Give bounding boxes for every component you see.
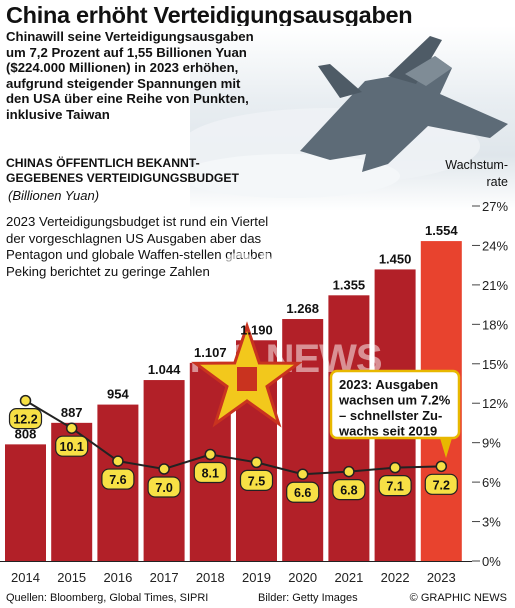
right-axis-tick-label: 9% bbox=[482, 436, 501, 451]
growth-label: 7.1 bbox=[386, 480, 403, 494]
x-tick-label-2016: 2016 bbox=[103, 570, 132, 585]
growth-point bbox=[65, 422, 78, 434]
growth-line bbox=[24, 399, 442, 476]
growth-point bbox=[250, 456, 263, 469]
right-axis-tick-label: 15% bbox=[482, 357, 508, 372]
growth-point bbox=[435, 460, 448, 473]
growth-label: 7.6 bbox=[109, 473, 126, 487]
image-credit: Bilder: Getty Images bbox=[258, 592, 358, 604]
right-axis-tick-label: 24% bbox=[482, 238, 508, 253]
growth-point bbox=[343, 465, 355, 478]
chart-title: Chinas öffentlich bekannt-gegebenes Vert… bbox=[6, 156, 239, 185]
callout-pointer bbox=[440, 438, 452, 458]
x-tick-label-2020: 2020 bbox=[288, 570, 317, 585]
bar-2020 bbox=[282, 319, 324, 561]
bar-value-label: 1.450 bbox=[379, 251, 412, 266]
growth-label-badge bbox=[332, 478, 366, 501]
x-tick-label-2015: 2015 bbox=[57, 570, 86, 585]
star-emblem-center bbox=[237, 367, 257, 391]
fighter-jet-photo bbox=[190, 26, 515, 211]
right-axis-tick-label: 0% bbox=[482, 554, 501, 569]
x-tick-label-2017: 2017 bbox=[150, 570, 179, 585]
bar-value-label: 1.554 bbox=[425, 223, 458, 238]
growth-point bbox=[204, 448, 217, 461]
growth-label: 12.2 bbox=[13, 413, 37, 427]
x-tick-label-2021: 2021 bbox=[334, 570, 363, 585]
x-tick-label-2018: 2018 bbox=[196, 570, 225, 585]
growth-point bbox=[296, 468, 309, 480]
right-axis-title: Wachstum-rate bbox=[445, 158, 508, 189]
growth-label: 6.8 bbox=[340, 484, 357, 498]
x-tick-label-2022: 2022 bbox=[381, 570, 410, 585]
growth-point bbox=[389, 461, 401, 474]
copyright: © GRAPHIC NEWS bbox=[409, 592, 507, 604]
subtitle: Chinawill seine Verteidigungsausgaben um… bbox=[6, 29, 254, 122]
right-axis-tick-label: 18% bbox=[482, 317, 508, 332]
growth-label-badge bbox=[55, 435, 89, 457]
watermark-logo: GN bbox=[222, 243, 291, 295]
page-title: China erhöht Verteidigungsausgaben bbox=[6, 2, 413, 28]
bar-2014 bbox=[5, 444, 46, 561]
growth-point bbox=[19, 394, 32, 407]
growth-label: 8.1 bbox=[202, 467, 219, 481]
growth-point bbox=[158, 463, 170, 475]
source-credit: Quellen: Bloomberg, Global Times, SIPRI bbox=[6, 592, 209, 604]
right-axis-tick-label: 27% bbox=[482, 199, 508, 214]
growth-label-badge bbox=[8, 407, 43, 430]
bar-value-label: 808 bbox=[15, 426, 37, 441]
bar-value-label: 887 bbox=[61, 405, 83, 420]
callout-frame bbox=[329, 369, 461, 440]
bar-value-label: 1.190 bbox=[240, 322, 273, 337]
growth-label: 7.2 bbox=[433, 478, 450, 492]
growth-label: 7.0 bbox=[155, 481, 172, 495]
bar-value-label: 954 bbox=[107, 387, 129, 402]
bar-value-label: 1.044 bbox=[148, 362, 181, 377]
chart-note: 2023 Verteidigungsbudget ist rund ein Vi… bbox=[6, 214, 273, 279]
bar-value-label: 1.355 bbox=[333, 277, 366, 292]
bar-value-label: 1.107 bbox=[194, 345, 227, 360]
growth-label: 7.5 bbox=[248, 474, 265, 488]
growth-point bbox=[112, 455, 124, 467]
callout-text: 2023: Ausgaben wachsen um 7.2% – schnellst… bbox=[338, 377, 451, 439]
growth-label-badge bbox=[378, 475, 412, 497]
growth-label-badge bbox=[101, 468, 135, 490]
growth-label: 10.1 bbox=[60, 440, 84, 454]
right-axis-tick-label: 6% bbox=[482, 475, 501, 490]
x-tick-label-2023: 2023 bbox=[427, 570, 456, 585]
x-tick-label-2019: 2019 bbox=[242, 570, 271, 585]
growth-label-badge bbox=[239, 469, 274, 491]
right-axis-tick-label: 3% bbox=[482, 515, 501, 530]
growth-label-badge bbox=[193, 461, 227, 484]
growth-label: 6.6 bbox=[294, 486, 311, 500]
growth-label-badge bbox=[424, 473, 458, 495]
callout-box: 2023: Ausgaben wachsen um 7.2% – schnellst… bbox=[329, 369, 461, 458]
chart-units: (Billionen Yuan) bbox=[8, 188, 100, 203]
growth-label-badge bbox=[286, 481, 320, 503]
right-axis-tick-label: 12% bbox=[482, 396, 508, 411]
right-axis-tick-label: 21% bbox=[482, 278, 508, 293]
growth-label-badge bbox=[147, 476, 181, 498]
x-tick-label-2014: 2014 bbox=[11, 570, 40, 585]
bar-value-label: 1.268 bbox=[286, 301, 319, 316]
